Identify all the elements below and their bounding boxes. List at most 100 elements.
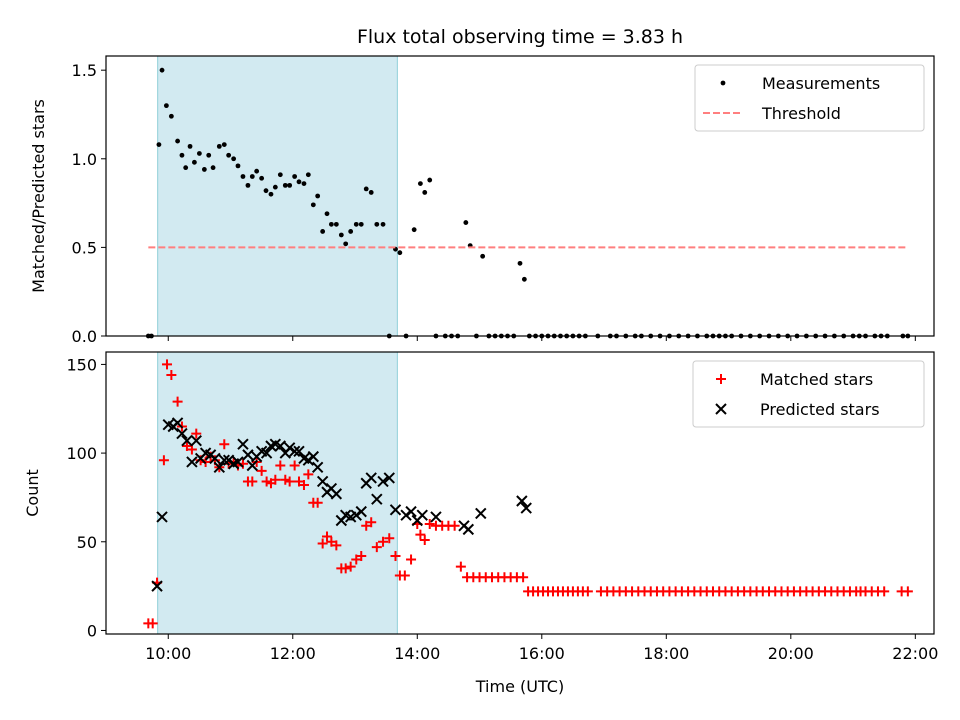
matched-star-point: [582, 586, 593, 597]
measurement-point: [196, 151, 202, 156]
x-tick-label: 10:00: [145, 644, 191, 663]
matched-star-point: [172, 396, 183, 407]
axes-frame: [105, 351, 935, 635]
measurement-point: [358, 221, 364, 227]
observing-interval-shade: [157, 55, 398, 337]
matched-star-point: [331, 540, 342, 551]
measurement-point: [272, 184, 278, 190]
predicted-star-point: [218, 454, 230, 466]
measurement-point: [348, 229, 354, 234]
matched-star-point: [162, 359, 173, 370]
measurement-point: [282, 182, 288, 188]
matched-star-point: [366, 517, 377, 528]
matched-star-point: [399, 570, 410, 581]
matched-star-point: [247, 476, 258, 487]
measurement-point: [168, 113, 174, 119]
measurement-point: [179, 152, 185, 158]
matched-star-point: [902, 586, 913, 597]
matched-star-point: [378, 536, 389, 547]
measurement-point: [201, 167, 207, 172]
predicted-star-point: [405, 505, 417, 518]
legend-box: [694, 64, 925, 132]
predicted-star-point: [190, 434, 202, 447]
measurement-point: [338, 232, 344, 238]
measurement-point: [422, 190, 428, 195]
measurement-point: [517, 260, 523, 266]
matched-star-point: [518, 572, 529, 583]
legend-entry-label: Predicted stars: [760, 400, 880, 419]
observing-interval-shade: [157, 351, 398, 635]
measurement-point: [368, 190, 374, 195]
measurement-point: [268, 191, 274, 197]
predicted-star-point: [260, 447, 273, 459]
measurement-point: [210, 165, 216, 171]
matched-star-point: [390, 550, 401, 561]
predicted-star-point: [222, 454, 235, 466]
measurement-point: [480, 253, 486, 259]
measurement-point: [240, 174, 246, 179]
measurement-point: [263, 188, 269, 194]
matched-star-point: [317, 538, 328, 549]
x-tick-label: 20:00: [768, 644, 814, 663]
predicted-star-point: [350, 509, 362, 521]
measurement-point: [310, 202, 316, 208]
y-tick-label: 100: [66, 444, 97, 463]
matched-star-point: [303, 469, 314, 480]
predicted-star-point: [293, 445, 305, 458]
matched-star-point: [415, 529, 426, 540]
measurement-point: [363, 186, 369, 192]
measurement-point: [463, 220, 469, 225]
ratio-legend: Measurements Threshold: [694, 64, 925, 132]
x-tick-label: 14:00: [394, 644, 440, 663]
predicted-star-point: [288, 445, 301, 458]
measurement-point: [187, 143, 193, 149]
ratio-panel: 0.0 0.5 1.0 1.5: [72, 55, 935, 346]
measurement-point: [192, 159, 197, 165]
y-tick-label: 50: [77, 533, 97, 552]
measurement-point: [221, 142, 227, 148]
measurement-point: [397, 250, 403, 256]
matched-star-point: [289, 460, 300, 471]
y-tick-label: 1.0: [72, 150, 97, 169]
measurement-point: [374, 221, 380, 227]
legend-entry-label: Matched stars: [760, 370, 873, 389]
measurement-point: [206, 152, 212, 158]
x-tick-label: 12:00: [270, 644, 316, 663]
predicted-star-point: [516, 495, 528, 507]
measurement-point: [343, 241, 349, 247]
matched-star-point: [280, 474, 291, 485]
measurement-point: [324, 211, 330, 217]
measurement-point: [333, 221, 339, 227]
matched-star-point: [879, 586, 890, 597]
measurement-point: [183, 165, 189, 171]
predicted-star-point: [355, 505, 367, 518]
measurement-point: [353, 221, 359, 227]
matched-star-point: [284, 476, 295, 487]
x-tick-label: 16:00: [519, 644, 565, 663]
predicted-star-point: [237, 438, 249, 450]
measurement-point: [156, 142, 162, 148]
predicted-star-point: [186, 456, 198, 468]
predicted-star-point: [383, 472, 395, 484]
measurement-point: [417, 181, 423, 186]
matched-star-point: [275, 460, 286, 471]
y-tick-label: 150: [66, 355, 97, 374]
measurement-point: [292, 174, 298, 179]
matched-star-point: [384, 533, 395, 544]
measurement-point: [231, 156, 237, 162]
predicted-star-point: [316, 475, 329, 488]
matched-star-point: [419, 535, 430, 545]
matched-star-point: [256, 465, 267, 476]
predicted-star-point: [302, 454, 315, 466]
legend-box: [692, 360, 925, 428]
predicted-star-point: [213, 461, 226, 473]
measurement-point: [254, 168, 260, 174]
matched-star-point: [312, 497, 323, 508]
predicted-star-point: [171, 417, 184, 429]
measurement-point: [245, 182, 251, 188]
predicted-star-point: [475, 507, 487, 520]
count-panel: 10:00 12:00 14:00 16:00 18:00 20:00 22:00 0 50 10…: [66, 351, 938, 663]
predicted-star-point: [389, 504, 402, 516]
predicted-star-point: [416, 509, 428, 521]
matched-star-point: [191, 428, 202, 439]
